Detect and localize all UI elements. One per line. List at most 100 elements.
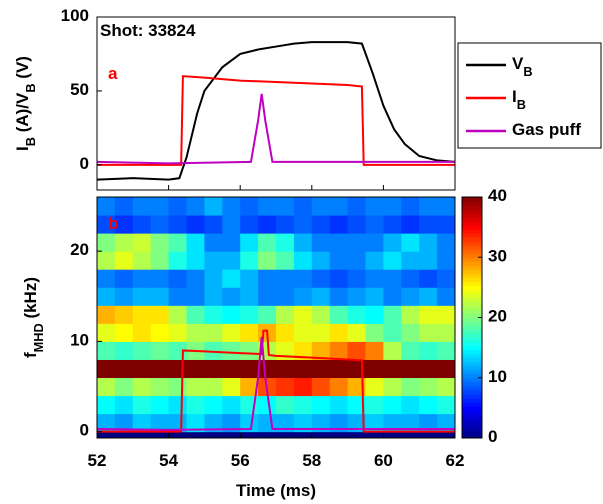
heat-cell xyxy=(329,323,349,342)
heat-cell xyxy=(401,413,420,433)
colorbar-segment xyxy=(462,321,482,327)
heat-cell xyxy=(401,269,420,288)
heat-cell xyxy=(311,305,331,324)
heat-cell xyxy=(204,251,223,270)
heat-cell xyxy=(258,269,277,288)
heat-cell xyxy=(204,413,223,433)
heat-cell xyxy=(311,323,331,342)
heat-cell xyxy=(383,197,402,216)
heat-cell xyxy=(114,395,134,415)
heat-cell xyxy=(383,233,402,252)
heat-cell xyxy=(150,269,170,288)
colorbar-segment xyxy=(462,373,482,379)
heat-cell xyxy=(365,395,384,415)
colorbar-segment xyxy=(462,421,482,427)
heat-cell xyxy=(168,359,187,379)
heat-cell xyxy=(114,269,134,288)
heat-cell xyxy=(293,233,313,252)
series-line xyxy=(97,329,455,433)
heat-cell xyxy=(347,377,366,397)
heat-cell xyxy=(276,233,295,252)
heat-cell xyxy=(311,269,331,288)
heat-cell xyxy=(132,341,152,360)
colorbar-segment xyxy=(462,289,482,294)
heat-cell xyxy=(347,341,366,360)
heat-cell xyxy=(383,269,402,288)
colorbar-segment xyxy=(462,269,482,274)
plot-area xyxy=(97,41,455,181)
colorbar-segment xyxy=(462,213,482,218)
heat-cell xyxy=(419,269,438,288)
heat-cell xyxy=(419,251,438,270)
heat-cell xyxy=(97,413,116,433)
heat-cell xyxy=(347,305,366,324)
heat-cell xyxy=(437,197,455,216)
heat-cell xyxy=(383,305,402,324)
colorbar-segment xyxy=(462,301,482,306)
heat-cell xyxy=(97,233,116,252)
heat-cell xyxy=(204,305,223,324)
colorbar-segment xyxy=(462,205,482,210)
heat-cell xyxy=(311,359,331,379)
colorbar-segment xyxy=(462,261,482,266)
heat-cell xyxy=(293,287,313,306)
colorbar-segment xyxy=(462,305,482,310)
heat-cell xyxy=(150,197,170,216)
heat-cell xyxy=(383,341,402,360)
heat-cell xyxy=(186,413,205,433)
heat-cell xyxy=(258,233,277,252)
y-tick-label: 10 xyxy=(70,331,89,350)
heat-cell xyxy=(329,287,349,306)
heat-cell xyxy=(186,233,205,252)
heat-cell xyxy=(186,197,205,216)
colorbar-segment xyxy=(462,253,482,258)
heat-cell xyxy=(419,233,438,252)
heat-cell xyxy=(401,287,420,306)
heat-cell xyxy=(204,341,223,360)
colorbar-segment xyxy=(462,429,482,435)
colorbar-segment xyxy=(462,313,482,318)
heat-cell xyxy=(114,323,134,342)
heat-cell xyxy=(383,215,402,234)
heat-cell xyxy=(97,269,116,288)
heat-cell xyxy=(347,269,366,288)
colorbar-segment xyxy=(462,417,482,423)
colorbar-segment xyxy=(462,297,482,302)
series-line xyxy=(97,41,455,181)
heat-cell xyxy=(258,359,277,379)
heat-cell xyxy=(114,341,134,360)
heat-cell xyxy=(365,323,384,342)
heat-cell xyxy=(365,359,384,379)
heat-cell xyxy=(114,377,134,397)
series-line xyxy=(97,336,455,431)
heat-cell xyxy=(150,215,170,234)
colorbar-segment xyxy=(462,401,482,407)
colorbar-tick-label: 30 xyxy=(488,247,507,266)
colorbar-segment xyxy=(462,345,482,351)
heat-cell xyxy=(204,269,223,288)
heat-cell xyxy=(97,395,116,415)
heat-cell xyxy=(240,377,259,397)
heat-cell xyxy=(150,287,170,306)
heat-cell xyxy=(132,359,152,379)
colorbar-segment xyxy=(462,217,482,222)
heat-cell xyxy=(186,287,205,306)
heat-cell xyxy=(204,215,223,234)
heat-cell xyxy=(150,395,170,415)
colorbar-segment xyxy=(462,381,482,387)
heat-cell xyxy=(419,377,438,397)
heat-cell xyxy=(276,377,295,397)
heat-cell xyxy=(437,233,455,252)
heat-cell xyxy=(276,395,295,415)
heat-cell xyxy=(258,395,277,415)
heat-cell xyxy=(186,305,205,324)
colorbar-segment xyxy=(462,409,482,415)
series-line xyxy=(97,75,455,166)
heat-cell xyxy=(132,395,152,415)
x-tick-label: 56 xyxy=(231,451,250,470)
heat-cell xyxy=(222,251,241,270)
colorbar-segment xyxy=(462,397,482,403)
heat-cell xyxy=(168,233,187,252)
heat-cell xyxy=(114,233,134,252)
heat-cell xyxy=(276,215,295,234)
